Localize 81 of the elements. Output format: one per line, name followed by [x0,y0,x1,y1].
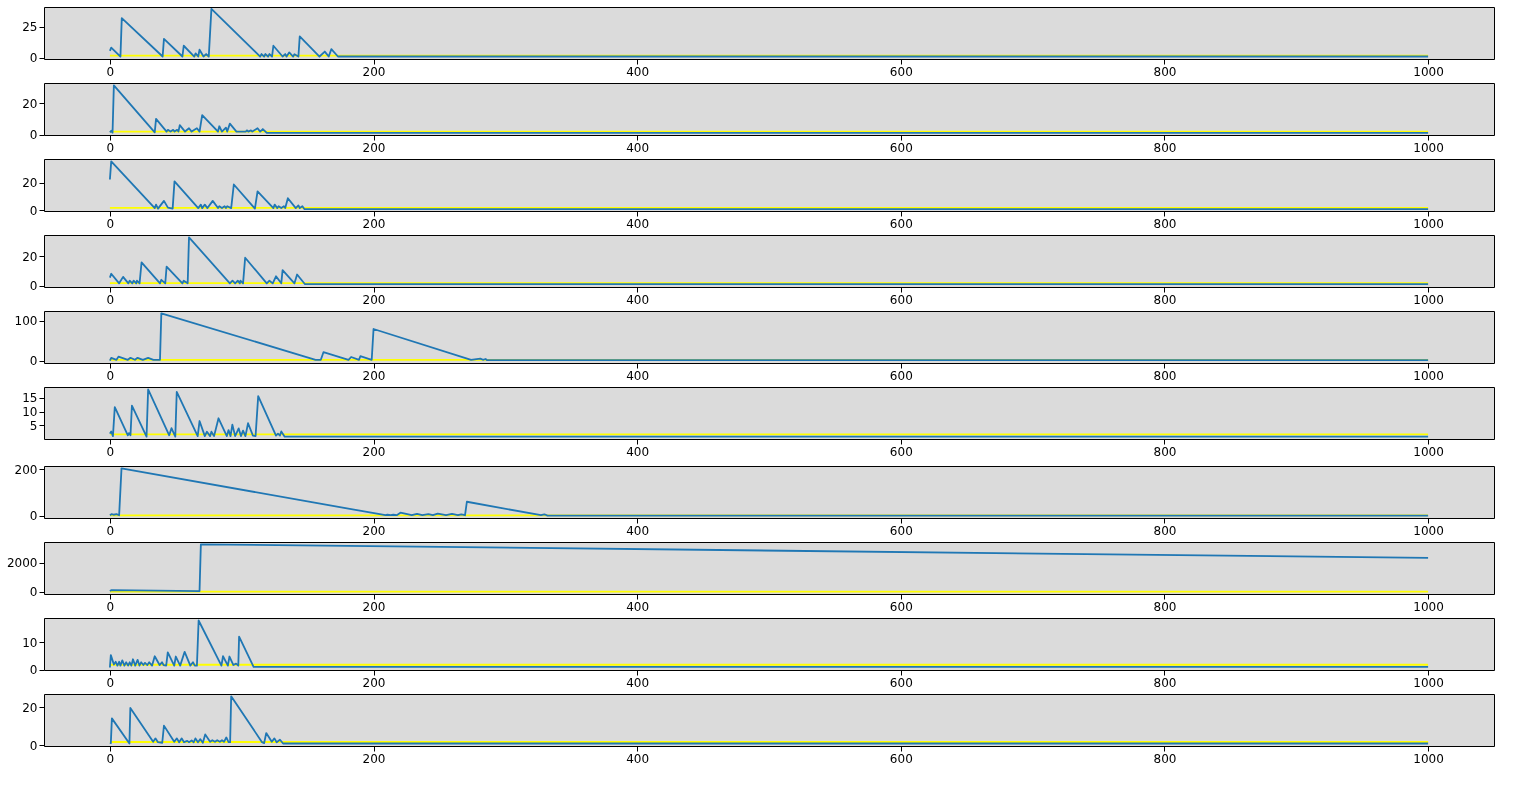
y-tick-label: 0 [29,279,38,294]
y-tick-label: 20 [22,176,38,191]
y-tick-label: 20 [22,96,38,111]
x-tick-label: 200 [362,140,386,155]
x-tick-label: 600 [889,140,913,155]
y-tick-label: 0 [29,585,38,600]
x-tick-label: 800 [1153,292,1177,307]
x-tick-label: 800 [1153,444,1177,459]
x-tick-label: 1000 [1413,368,1444,383]
y-tick-label: 0 [29,203,38,218]
x-tick-label: 400 [626,599,650,614]
y-tick-label: 0 [29,663,38,678]
x-tick-label: 1000 [1413,64,1444,79]
y-tick-label: 0 [29,128,38,143]
x-tick-label: 800 [1153,216,1177,231]
x-tick-label: 1000 [1413,523,1444,538]
x-tick-label: 400 [626,368,650,383]
x-tick-label: 400 [626,292,650,307]
x-tick-label: 800 [1153,599,1177,614]
x-tick-label: 0 [106,292,115,307]
y-tick-label: 5 [29,418,38,433]
x-tick-label: 200 [362,216,386,231]
x-tick-label: 200 [362,368,386,383]
x-tick-label: 400 [626,140,650,155]
y-tick-label: 20 [22,700,38,715]
x-tick-label: 200 [362,523,386,538]
x-tick-label: 800 [1153,140,1177,155]
x-tick-label: 600 [889,444,913,459]
y-tick-label: 10 [22,405,38,420]
x-tick-label: 0 [106,599,115,614]
x-tick-label: 0 [106,216,115,231]
y-tick-label: 0 [29,509,38,524]
x-tick-label: 0 [106,751,115,766]
y-tick-label: 100 [14,314,38,329]
x-tick-label: 200 [362,444,386,459]
x-tick-label: 400 [626,64,650,79]
x-tick-label: 600 [889,751,913,766]
x-tick-label: 1000 [1413,140,1444,155]
x-tick-label: 1000 [1413,444,1444,459]
x-tick-label: 600 [889,216,913,231]
x-tick-label: 600 [889,292,913,307]
x-tick-label: 600 [889,599,913,614]
x-tick-label: 1000 [1413,216,1444,231]
x-tick-label: 800 [1153,523,1177,538]
x-tick-label: 600 [889,523,913,538]
x-tick-label: 400 [626,444,650,459]
y-tick-label: 25 [22,20,38,35]
y-tick-label: 20 [22,249,38,264]
y-tick-label: 0 [29,738,38,753]
x-tick-label: 600 [889,368,913,383]
y-tick-label: 0 [29,51,38,66]
x-tick-label: 0 [106,523,115,538]
x-tick-label: 0 [106,64,115,79]
x-tick-label: 0 [106,140,115,155]
y-tick-label: 2000 [6,556,38,571]
x-tick-label: 200 [362,599,386,614]
x-tick-label: 800 [1153,751,1177,766]
x-tick-label: 800 [1153,675,1177,690]
x-tick-label: 800 [1153,368,1177,383]
x-tick-label: 400 [626,216,650,231]
x-tick-label: 400 [626,523,650,538]
x-tick-label: 400 [626,751,650,766]
x-tick-label: 0 [106,675,115,690]
x-tick-label: 1000 [1413,751,1444,766]
x-tick-label: 0 [106,368,115,383]
x-tick-label: 1000 [1413,599,1444,614]
x-tick-label: 800 [1153,64,1177,79]
x-tick-label: 400 [626,675,650,690]
x-tick-label: 600 [889,64,913,79]
x-tick-label: 0 [106,444,115,459]
y-tick-label: 15 [22,391,38,406]
x-tick-label: 1000 [1413,675,1444,690]
x-tick-label: 200 [362,292,386,307]
x-tick-label: 200 [362,675,386,690]
x-tick-label: 600 [889,675,913,690]
x-tick-label: 1000 [1413,292,1444,307]
y-tick-label: 200 [14,462,38,477]
y-tick-label: 0 [29,354,38,369]
y-tick-label: 10 [22,635,38,650]
x-tick-label: 200 [362,751,386,766]
x-tick-label: 200 [362,64,386,79]
